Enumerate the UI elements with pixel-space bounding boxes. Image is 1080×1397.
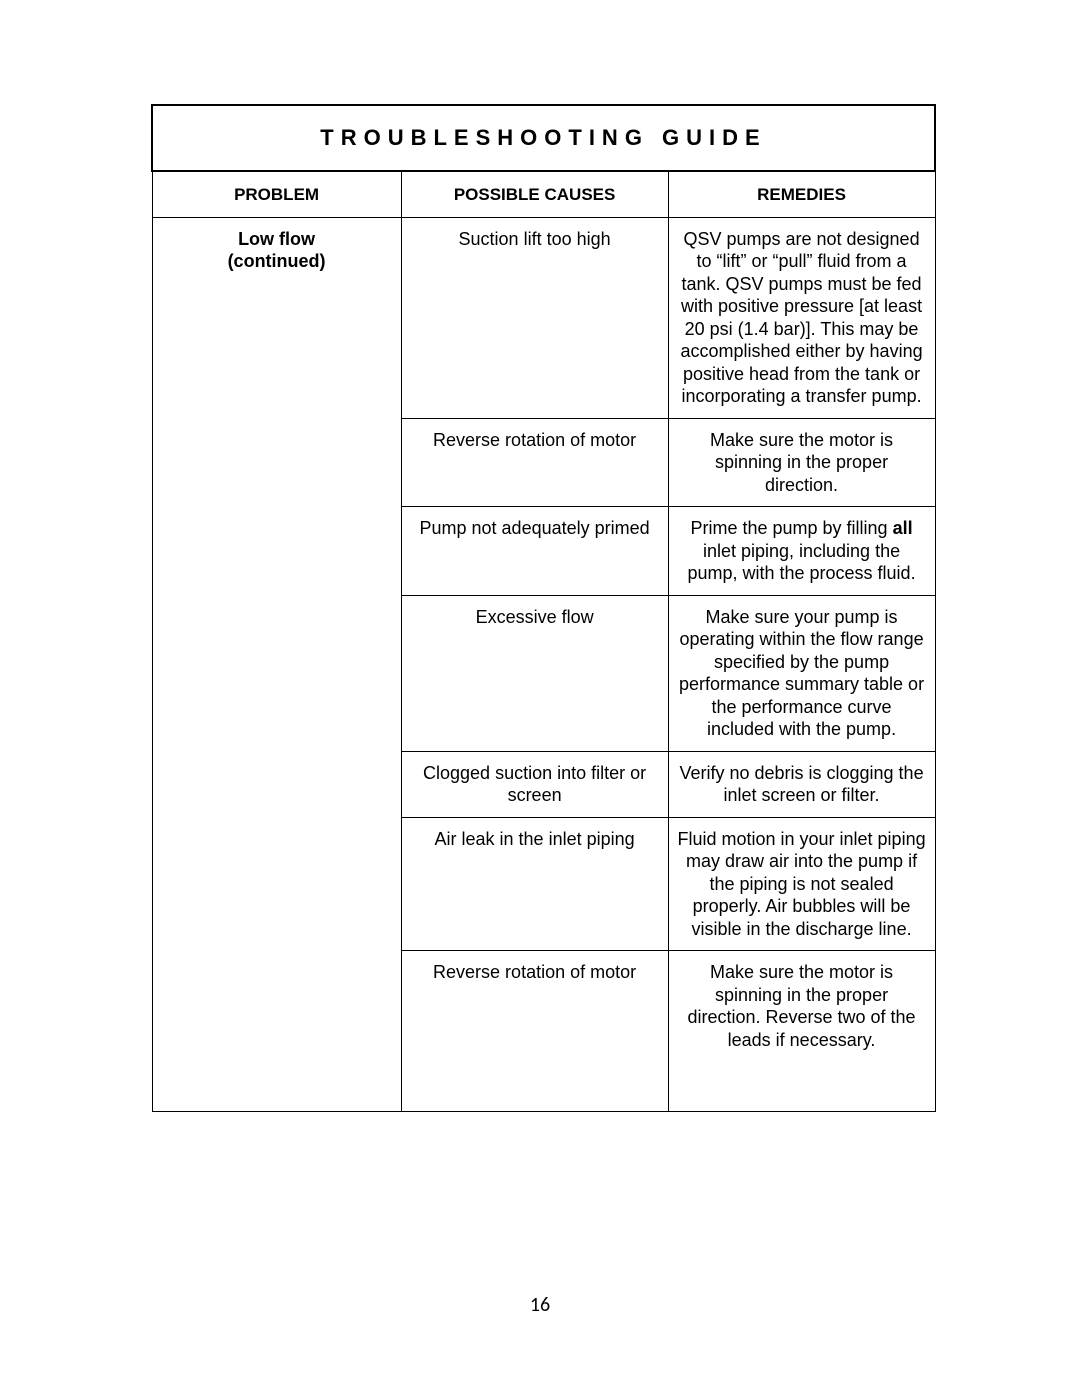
cause-cell: Excessive flow: [401, 595, 668, 751]
cause-cell: Pump not adequately primed: [401, 507, 668, 596]
title-row: TROUBLESHOOTING GUIDE: [152, 105, 935, 171]
header-problem: PROBLEM: [152, 171, 401, 218]
page-number: 16: [0, 1293, 1080, 1317]
remedy-cell: Make sure the motor is spinning in the p…: [668, 951, 935, 1112]
header-row: PROBLEM POSSIBLE CAUSES REMEDIES: [152, 171, 935, 218]
remedy-cell: Fluid motion in your inlet piping may dr…: [668, 817, 935, 951]
problem-cell: Low flow (continued): [152, 217, 401, 1112]
remedy-cell: Verify no debris is clogging the inlet s…: [668, 751, 935, 817]
remedy-cell: Make sure the motor is spinning in the p…: [668, 418, 935, 507]
problem-line1: Low flow: [238, 229, 315, 249]
remedy-cell: Make sure your pump is operating within …: [668, 595, 935, 751]
cause-cell: Reverse rotation of motor: [401, 418, 668, 507]
page: TROUBLESHOOTING GUIDE PROBLEM POSSIBLE C…: [0, 0, 1080, 1397]
cause-cell: Air leak in the inlet piping: [401, 817, 668, 951]
remedy-cell: Prime the pump by filling all inlet pipi…: [668, 507, 935, 596]
table-title: TROUBLESHOOTING GUIDE: [152, 105, 935, 171]
table-row: Low flow (continued) Suction lift too hi…: [152, 217, 935, 418]
cause-cell: Clogged suction into filter or screen: [401, 751, 668, 817]
header-causes: POSSIBLE CAUSES: [401, 171, 668, 218]
remedy-cell: QSV pumps are not designed to “lift” or …: [668, 217, 935, 418]
cause-cell: Reverse rotation of motor: [401, 951, 668, 1112]
header-remedies: REMEDIES: [668, 171, 935, 218]
troubleshooting-table: TROUBLESHOOTING GUIDE PROBLEM POSSIBLE C…: [151, 104, 936, 1112]
cause-cell: Suction lift too high: [401, 217, 668, 418]
problem-line2: (continued): [228, 251, 326, 271]
